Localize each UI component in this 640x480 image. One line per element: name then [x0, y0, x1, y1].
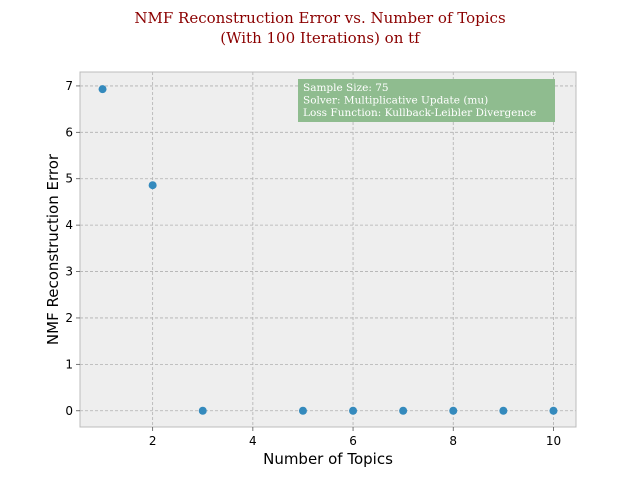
x-tick-label: 10: [546, 434, 561, 448]
y-tick-label: 2: [65, 311, 73, 325]
y-tick-label: 0: [65, 404, 73, 418]
plot-area: [80, 72, 576, 427]
x-tick-label: 6: [349, 434, 357, 448]
y-tick-label: 6: [65, 125, 73, 139]
x-axis-label: Number of Topics: [263, 450, 393, 468]
data-point: [298, 406, 307, 415]
data-point: [198, 406, 207, 415]
y-tick-label: 4: [65, 218, 73, 232]
data-point: [148, 181, 157, 190]
x-tick-label: 8: [449, 434, 457, 448]
annotation-line-3: Loss Function: Kullback-Leibler Divergen…: [303, 107, 536, 119]
data-point: [98, 85, 107, 94]
annotation-line-2: Solver: Multiplicative Update (mu): [303, 95, 488, 107]
plot-frame: [79, 71, 577, 428]
chart-title-line-2: (With 100 Iterations) on tf: [220, 29, 421, 47]
annotation-line-1: Sample Size: 75: [303, 82, 389, 94]
annotation-background: [298, 79, 555, 122]
y-tick-label: 7: [65, 79, 73, 93]
chart-title-line-1: NMF Reconstruction Error vs. Number of T…: [134, 9, 505, 27]
y-tick-label: 3: [65, 265, 73, 279]
x-tick-label: 2: [149, 434, 157, 448]
data-point: [399, 406, 408, 415]
data-point: [449, 406, 458, 415]
x-tick-label: 4: [249, 434, 257, 448]
axis-ticks: 2 4 6 8 10 0 1 2 3 4 5 6 7: [65, 79, 561, 448]
data-point: [349, 406, 358, 415]
data-point: [499, 406, 508, 415]
data-point: [549, 406, 558, 415]
annotation-box: Sample Size: 75 Solver: Multiplicative U…: [298, 79, 555, 122]
data-points: [98, 85, 558, 415]
y-tick-label: 5: [65, 172, 73, 186]
y-axis-label: NMF Reconstruction Error: [44, 153, 62, 345]
y-tick-label: 1: [65, 357, 73, 371]
